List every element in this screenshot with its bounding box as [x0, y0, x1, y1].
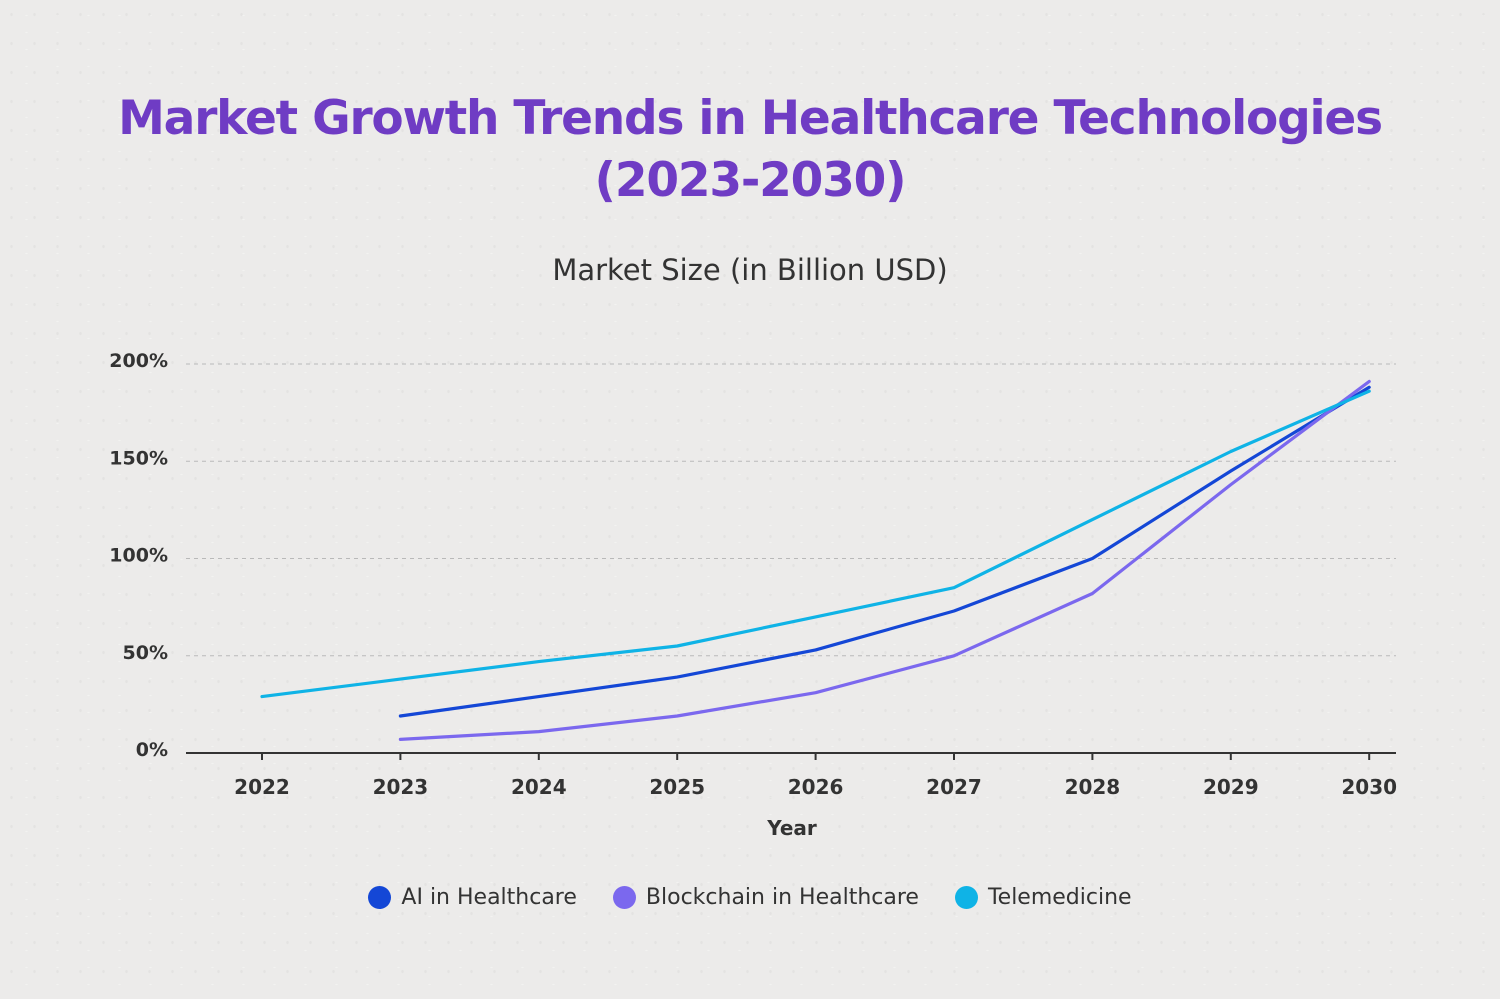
x-tick-label: 2025 — [649, 775, 705, 799]
x-tick-label: 2022 — [234, 775, 290, 799]
series-lines — [260, 379, 1371, 742]
y-tick-label: 150% — [109, 447, 168, 469]
legend-marker — [612, 886, 636, 909]
legend-item: Telemedicine — [954, 885, 1132, 910]
legend-marker — [368, 886, 392, 909]
x-tick-label: 2030 — [1341, 775, 1397, 799]
x-tick-label: 2026 — [788, 775, 844, 799]
legend-label: Telemedicine — [987, 885, 1132, 910]
y-tick-label: 0% — [136, 739, 168, 761]
grid-lines — [186, 363, 1396, 657]
x-tick-label: 2027 — [926, 775, 982, 799]
chart-subtitle: Market Size (in Billion USD) — [552, 253, 948, 287]
x-axis-label: Year — [766, 816, 817, 840]
y-tick-label: 50% — [123, 642, 168, 664]
x-tick-label: 2024 — [511, 775, 567, 799]
chart-title: Market Growth Trends in Healthcare Techn… — [0, 88, 1500, 212]
legend-item: AI in Healthcare — [368, 885, 577, 910]
series-line-telemedicine — [260, 389, 1371, 699]
series-line-ai-in-healthcare — [398, 385, 1371, 718]
y-tick-label: 200% — [109, 350, 168, 372]
x-tick-label: 2023 — [373, 775, 429, 799]
legend-label: AI in Healthcare — [401, 885, 577, 910]
y-axis-ticks: 0% 50% 100% 150% 200% — [109, 350, 168, 761]
chart-title-line1: Market Growth Trends in Healthcare Techn… — [118, 91, 1383, 146]
chart-title-line2: (2023-2030) — [594, 153, 907, 208]
x-tick-label: 2028 — [1065, 775, 1121, 799]
x-axis: 2022 2023 2024 2025 2026 2027 2028 2029 2030 — [186, 752, 1397, 799]
y-tick-label: 100% — [109, 545, 168, 567]
legend-label: Blockchain in Healthcare — [645, 885, 919, 910]
legend-marker — [954, 886, 978, 909]
series-line-blockchain-in-healthcare — [398, 379, 1371, 742]
legend-item: Blockchain in Healthcare — [612, 885, 919, 910]
x-tick-label: 2029 — [1203, 775, 1259, 799]
legend: AI in Healthcare Blockchain in Healthcare… — [0, 885, 1500, 910]
